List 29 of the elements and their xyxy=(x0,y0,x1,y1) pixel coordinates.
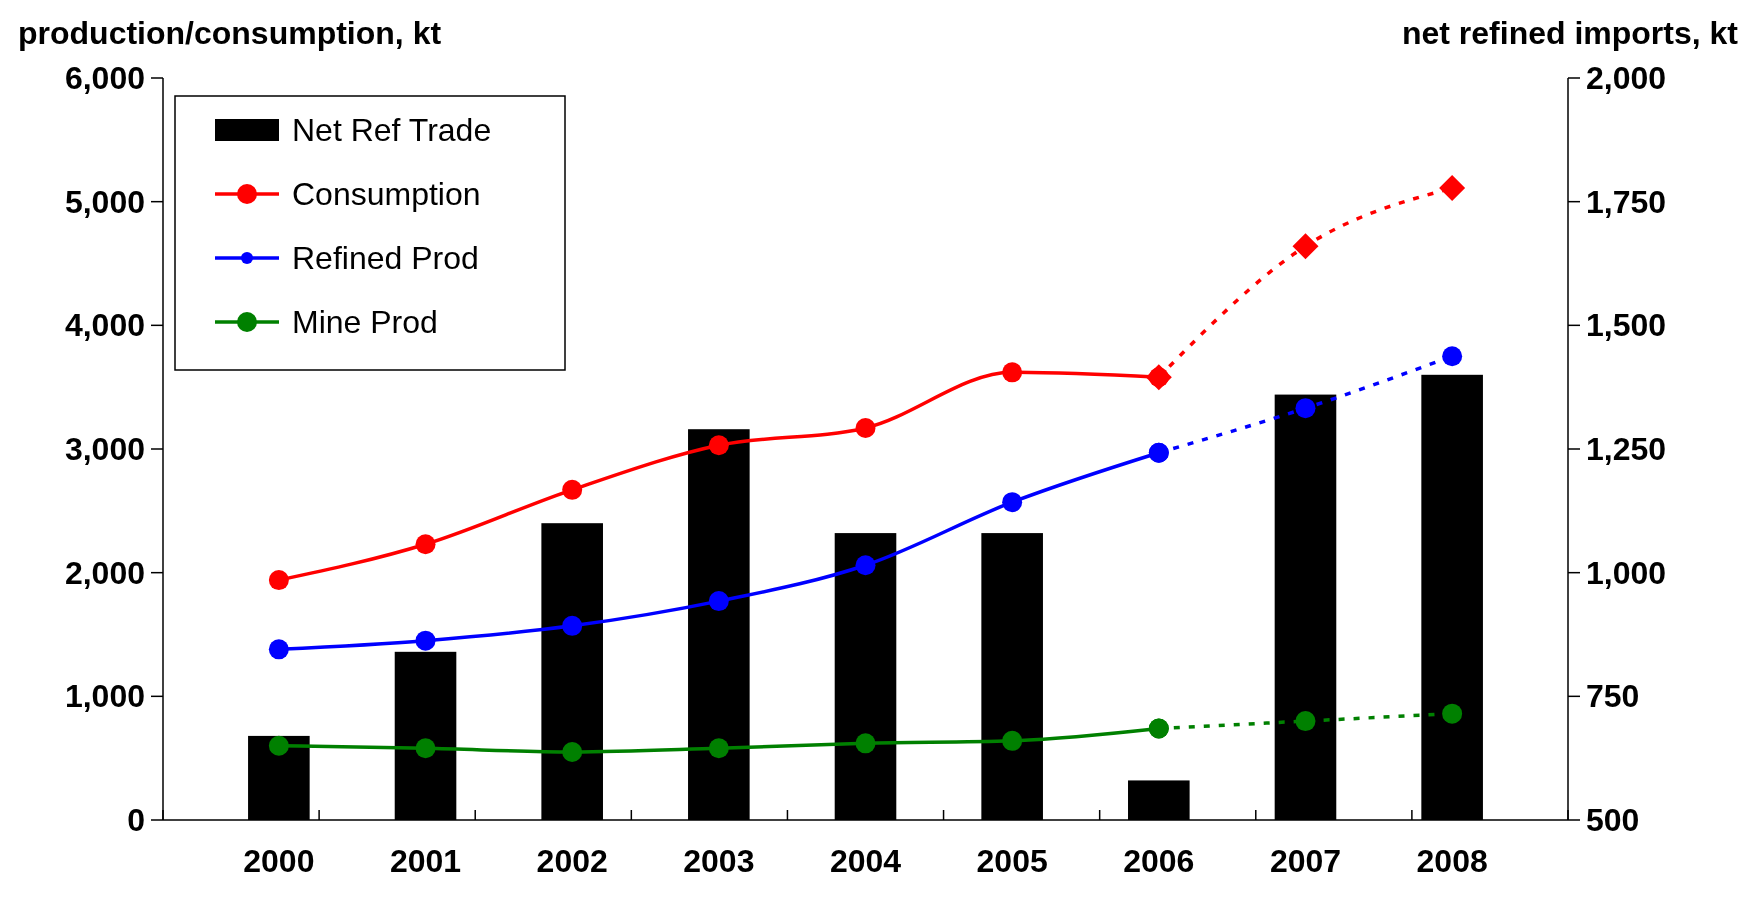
y2-tick-label: 1,250 xyxy=(1586,431,1667,467)
y-tick-label: 4,000 xyxy=(64,307,145,344)
x-tick-label: 2007 xyxy=(1269,843,1342,879)
legend-label: Refined Prod xyxy=(292,240,479,276)
legend-label: Consumption xyxy=(292,176,481,212)
x-tick-label: 2000 xyxy=(243,843,315,879)
y-tick-label: 2,000 xyxy=(64,554,145,591)
y2-tick-label: 2,000 xyxy=(1586,60,1667,96)
x-tick-label: 2008 xyxy=(1416,843,1488,879)
y-tick-label: 0 xyxy=(127,802,145,838)
legend-label: Net Ref Trade xyxy=(292,112,492,148)
x-tick-label: 2005 xyxy=(976,843,1048,879)
y-axis-title: production/consumption, kt xyxy=(18,15,442,51)
y2-tick-label: 1,000 xyxy=(1586,554,1667,591)
legend-label: Mine Prod xyxy=(292,304,438,340)
y2-tick-label: 750 xyxy=(1586,678,1640,715)
y-tick-label: 6,000 xyxy=(64,60,145,96)
y-tick-label: 5,000 xyxy=(64,183,145,220)
y2-tick-label: 500 xyxy=(1586,802,1640,838)
x-tick-label: 2001 xyxy=(389,843,462,879)
y-tick-label: 3,000 xyxy=(64,431,145,467)
y2-tick-label: 1,750 xyxy=(1586,183,1667,220)
y-tick-label: 1,000 xyxy=(64,678,145,715)
y2-tick-label: 1,500 xyxy=(1586,307,1667,344)
x-tick-label: 2003 xyxy=(683,843,755,879)
x-tick-label: 2002 xyxy=(536,843,608,879)
x-tick-label: 2004 xyxy=(829,843,902,879)
x-tick-label: 2006 xyxy=(1123,843,1195,879)
y2-axis-title: net refined imports, kt xyxy=(1401,15,1739,51)
